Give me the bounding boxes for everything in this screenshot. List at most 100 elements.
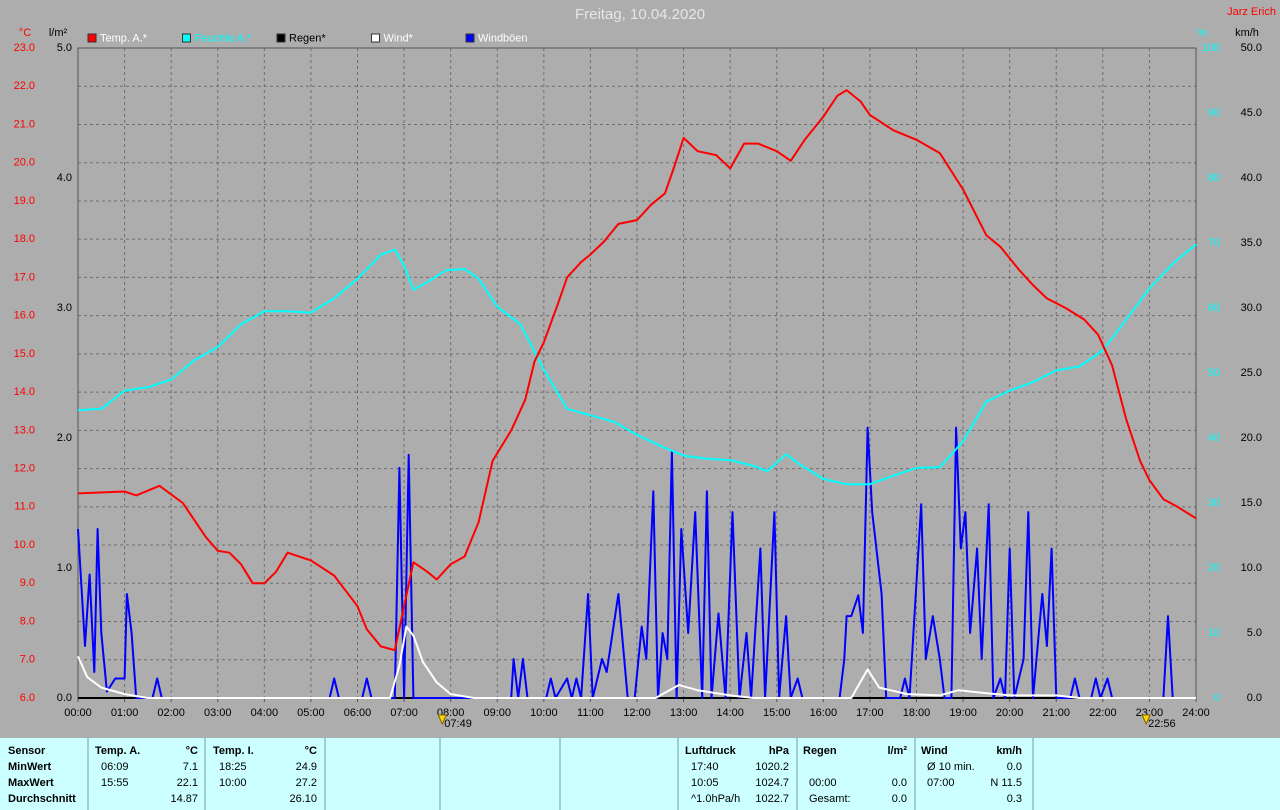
- table-cell: Ø 10 min.: [927, 761, 975, 773]
- y4-tick-label: 50.0: [1241, 42, 1262, 54]
- y3-tick-label: 90: [1208, 107, 1220, 119]
- legend-swatch: [371, 33, 380, 43]
- y4-tick-label: 5.0: [1247, 627, 1262, 639]
- legend-label: Wind*: [384, 32, 414, 44]
- y-tick-label: 19.0: [14, 195, 35, 207]
- legend-label: Temp. A.*: [100, 32, 148, 44]
- series-line: [77, 243, 1197, 486]
- y-tick-label: 9.0: [20, 577, 35, 589]
- table-cell: 0.0: [1007, 761, 1022, 773]
- y-tick-label: 11.0: [14, 501, 35, 513]
- annotation: 07:49: [444, 718, 472, 730]
- y3-tick-label: 60: [1208, 302, 1220, 314]
- table-cell: 06:09: [101, 761, 129, 773]
- y2-tick-label: 3.0: [57, 302, 72, 314]
- y-tick-label: 22.0: [14, 80, 35, 92]
- x-tick-label: 11:00: [577, 707, 604, 719]
- y4-tick-label: 40.0: [1241, 172, 1262, 184]
- table-header: Wind: [921, 745, 948, 757]
- y-tick-label: 15.0: [14, 348, 35, 360]
- y4-tick-label: 30.0: [1241, 302, 1262, 314]
- y-tick-label: 10.0: [14, 539, 35, 551]
- table-header: km/h: [996, 745, 1022, 757]
- x-tick-label: 02:00: [157, 707, 185, 719]
- y-tick-label: 6.0: [20, 692, 35, 704]
- y-tick-label: 8.0: [20, 615, 35, 627]
- y4-tick-label: 45.0: [1241, 107, 1262, 119]
- y3-tick-label: 10: [1208, 627, 1220, 639]
- y3-tick-label: 0: [1214, 692, 1220, 704]
- y3-tick-label: 20: [1208, 562, 1220, 574]
- author: Jarz Erich: [1227, 6, 1276, 18]
- y2-tick-label: 5.0: [57, 42, 72, 54]
- table-cell: 14.87: [170, 793, 198, 805]
- series-line: [77, 89, 1197, 652]
- legend-label: Regen*: [289, 32, 326, 44]
- x-tick-label: 19:00: [949, 707, 977, 719]
- table-header: °C: [186, 745, 198, 757]
- x-tick-label: 24:00: [1182, 707, 1210, 719]
- y3-tick-label: 50: [1208, 367, 1220, 379]
- sun-marker: [437, 714, 448, 726]
- table-cell: 7.1: [183, 761, 198, 773]
- y-tick-label: 17.0: [14, 271, 35, 283]
- y2-tick-label: 1.0: [57, 562, 72, 574]
- y3-tick-label: 100: [1202, 42, 1220, 54]
- y3-tick-label: 70: [1208, 237, 1220, 249]
- legend-swatch: [465, 33, 475, 43]
- x-tick-label: 05:00: [297, 707, 325, 719]
- y3-tick-label: 40: [1208, 432, 1220, 444]
- table-cell: 0.3: [1007, 793, 1022, 805]
- table-cell: 1020.2: [755, 761, 789, 773]
- y4-tick-label: 0.0: [1247, 692, 1262, 704]
- y-tick-label: 21.0: [14, 118, 35, 130]
- annotation: 22:56: [1148, 718, 1176, 730]
- x-tick-label: 12:00: [623, 707, 651, 719]
- y-tick-label: 7.0: [20, 654, 35, 666]
- x-tick-label: 01:00: [111, 707, 139, 719]
- stats-table: [0, 738, 1280, 810]
- x-tick-label: 21:00: [1042, 707, 1070, 719]
- table-cell: MinWert: [8, 761, 52, 773]
- table-cell: 22.1: [177, 777, 198, 789]
- table-cell: Gesamt:: [809, 793, 851, 805]
- legend-swatch: [182, 33, 191, 43]
- table-cell: 1024.7: [755, 777, 789, 789]
- x-tick-label: 06:00: [344, 707, 372, 719]
- x-tick-label: 20:00: [996, 707, 1024, 719]
- y3-axis-label: %: [1197, 27, 1207, 39]
- legend-label: Feuchte A.*: [195, 32, 253, 44]
- series-line: [77, 625, 1196, 699]
- x-tick-label: 03:00: [204, 707, 232, 719]
- table-cell: N 11.5: [990, 777, 1022, 789]
- x-tick-label: 10:00: [530, 707, 558, 719]
- sun-marker: [1141, 714, 1151, 726]
- table-header: l/m²: [887, 745, 907, 757]
- table-cell: 1022.7: [755, 793, 789, 805]
- legend-label: Windböen: [478, 32, 528, 44]
- table-cell: 26.10: [289, 793, 317, 805]
- y4-tick-label: 15.0: [1241, 497, 1262, 509]
- y-tick-label: 23.0: [14, 42, 35, 54]
- y2-tick-label: 4.0: [57, 172, 72, 184]
- y4-tick-label: 10.0: [1241, 562, 1262, 574]
- y3-tick-label: 30: [1208, 497, 1220, 509]
- table-cell: 10:00: [219, 777, 247, 789]
- y-tick-label: 13.0: [14, 424, 35, 436]
- table-cell: 10:05: [691, 777, 719, 789]
- table-header: Sensor: [8, 745, 46, 757]
- y-axis-label: °C: [19, 27, 31, 39]
- y-tick-label: 12.0: [14, 462, 35, 474]
- legend-swatch: [87, 33, 97, 43]
- y-tick-label: 16.0: [14, 310, 35, 322]
- y4-tick-label: 25.0: [1241, 367, 1262, 379]
- table-cell: 18:25: [219, 761, 247, 773]
- y2-axis-label: l/m²: [49, 27, 68, 39]
- table-header: °C: [305, 745, 317, 757]
- table-header: hPa: [769, 745, 790, 757]
- table-header: Temp. I.: [213, 745, 254, 757]
- table-cell: 00:00: [809, 777, 837, 789]
- x-tick-label: 07:00: [390, 707, 418, 719]
